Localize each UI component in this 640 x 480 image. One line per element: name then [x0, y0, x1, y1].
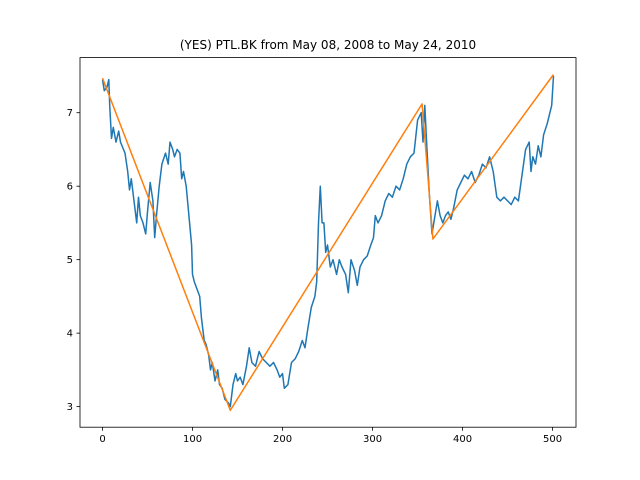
y-tick-label: 6	[67, 182, 73, 193]
plot-frame	[79, 57, 577, 428]
line-series	[101, 75, 555, 408]
x-tick-label: 0	[99, 434, 105, 445]
x-tick-label: 200	[273, 434, 292, 445]
chart-title: (YES) PTL.BK from May 08, 2008 to May 24…	[180, 38, 476, 52]
y-tick-label: 3	[67, 402, 73, 413]
y-tick-label: 4	[67, 329, 73, 340]
y-tick-label: 5	[67, 255, 73, 266]
line-series	[101, 74, 555, 412]
x-tick-label: 100	[183, 434, 202, 445]
x-tick-label: 400	[453, 434, 472, 445]
y-tick-label: 7	[67, 108, 73, 119]
x-tick-label: 300	[363, 434, 382, 445]
x-tick-label: 500	[543, 434, 562, 445]
